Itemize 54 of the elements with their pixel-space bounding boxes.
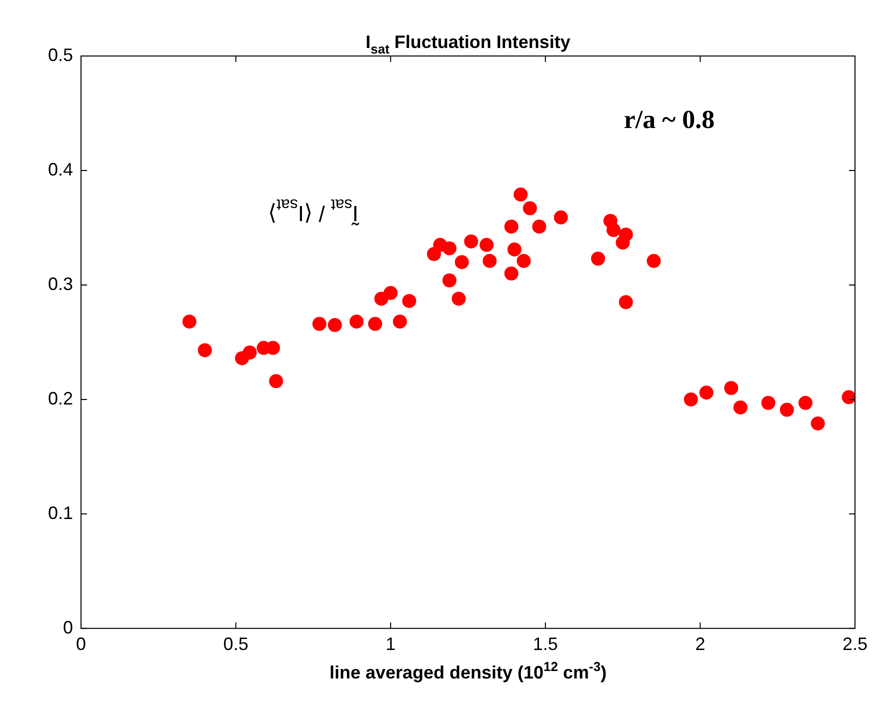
point xyxy=(646,254,661,268)
y-tick-label: 0.4 xyxy=(48,159,74,180)
point xyxy=(798,396,812,410)
point xyxy=(350,314,364,329)
y-tick-label: 0.3 xyxy=(48,274,74,294)
x-tick-label: 1.5 xyxy=(532,634,558,654)
point xyxy=(504,220,518,234)
point xyxy=(810,416,825,430)
point xyxy=(328,318,342,332)
point xyxy=(532,220,546,234)
point xyxy=(514,188,528,202)
y-tick-label: 0.2 xyxy=(48,388,74,408)
point xyxy=(733,400,748,414)
x-tick-label: 2.5 xyxy=(842,634,868,654)
x-tick-label: 0.5 xyxy=(223,634,248,654)
x-tick-label: 2 xyxy=(695,634,706,654)
point xyxy=(761,396,776,410)
point xyxy=(402,294,416,308)
y-tick-label: 0.1 xyxy=(48,502,74,523)
point xyxy=(182,314,196,329)
point xyxy=(312,316,326,331)
point xyxy=(198,343,212,358)
point xyxy=(242,346,257,360)
point xyxy=(269,374,284,388)
annotation: r/a ~ 0.8 xyxy=(624,105,715,134)
y-tick-label: 0.5 xyxy=(48,44,74,65)
point xyxy=(392,314,407,329)
point xyxy=(618,228,633,242)
point xyxy=(699,386,714,400)
annotation: Ĩsat / ⟨Isat⟩ xyxy=(268,195,360,226)
point xyxy=(780,402,794,417)
point xyxy=(591,252,606,266)
y-tick-label: 0 xyxy=(63,617,74,638)
point xyxy=(442,273,456,288)
point xyxy=(454,255,469,270)
point xyxy=(522,201,537,216)
point xyxy=(842,390,855,404)
point xyxy=(606,223,621,238)
point xyxy=(618,295,633,310)
point xyxy=(368,316,382,331)
point xyxy=(452,292,466,306)
point xyxy=(504,266,518,281)
point xyxy=(480,238,494,252)
point xyxy=(554,210,568,224)
point xyxy=(384,286,398,300)
x-tick-label: 0 xyxy=(76,634,86,654)
point xyxy=(482,254,497,268)
x-tick-label: 1 xyxy=(386,634,396,654)
point xyxy=(464,234,478,248)
point xyxy=(442,241,456,256)
point xyxy=(516,254,531,268)
point xyxy=(507,242,522,256)
point xyxy=(724,380,738,395)
point xyxy=(684,392,698,406)
